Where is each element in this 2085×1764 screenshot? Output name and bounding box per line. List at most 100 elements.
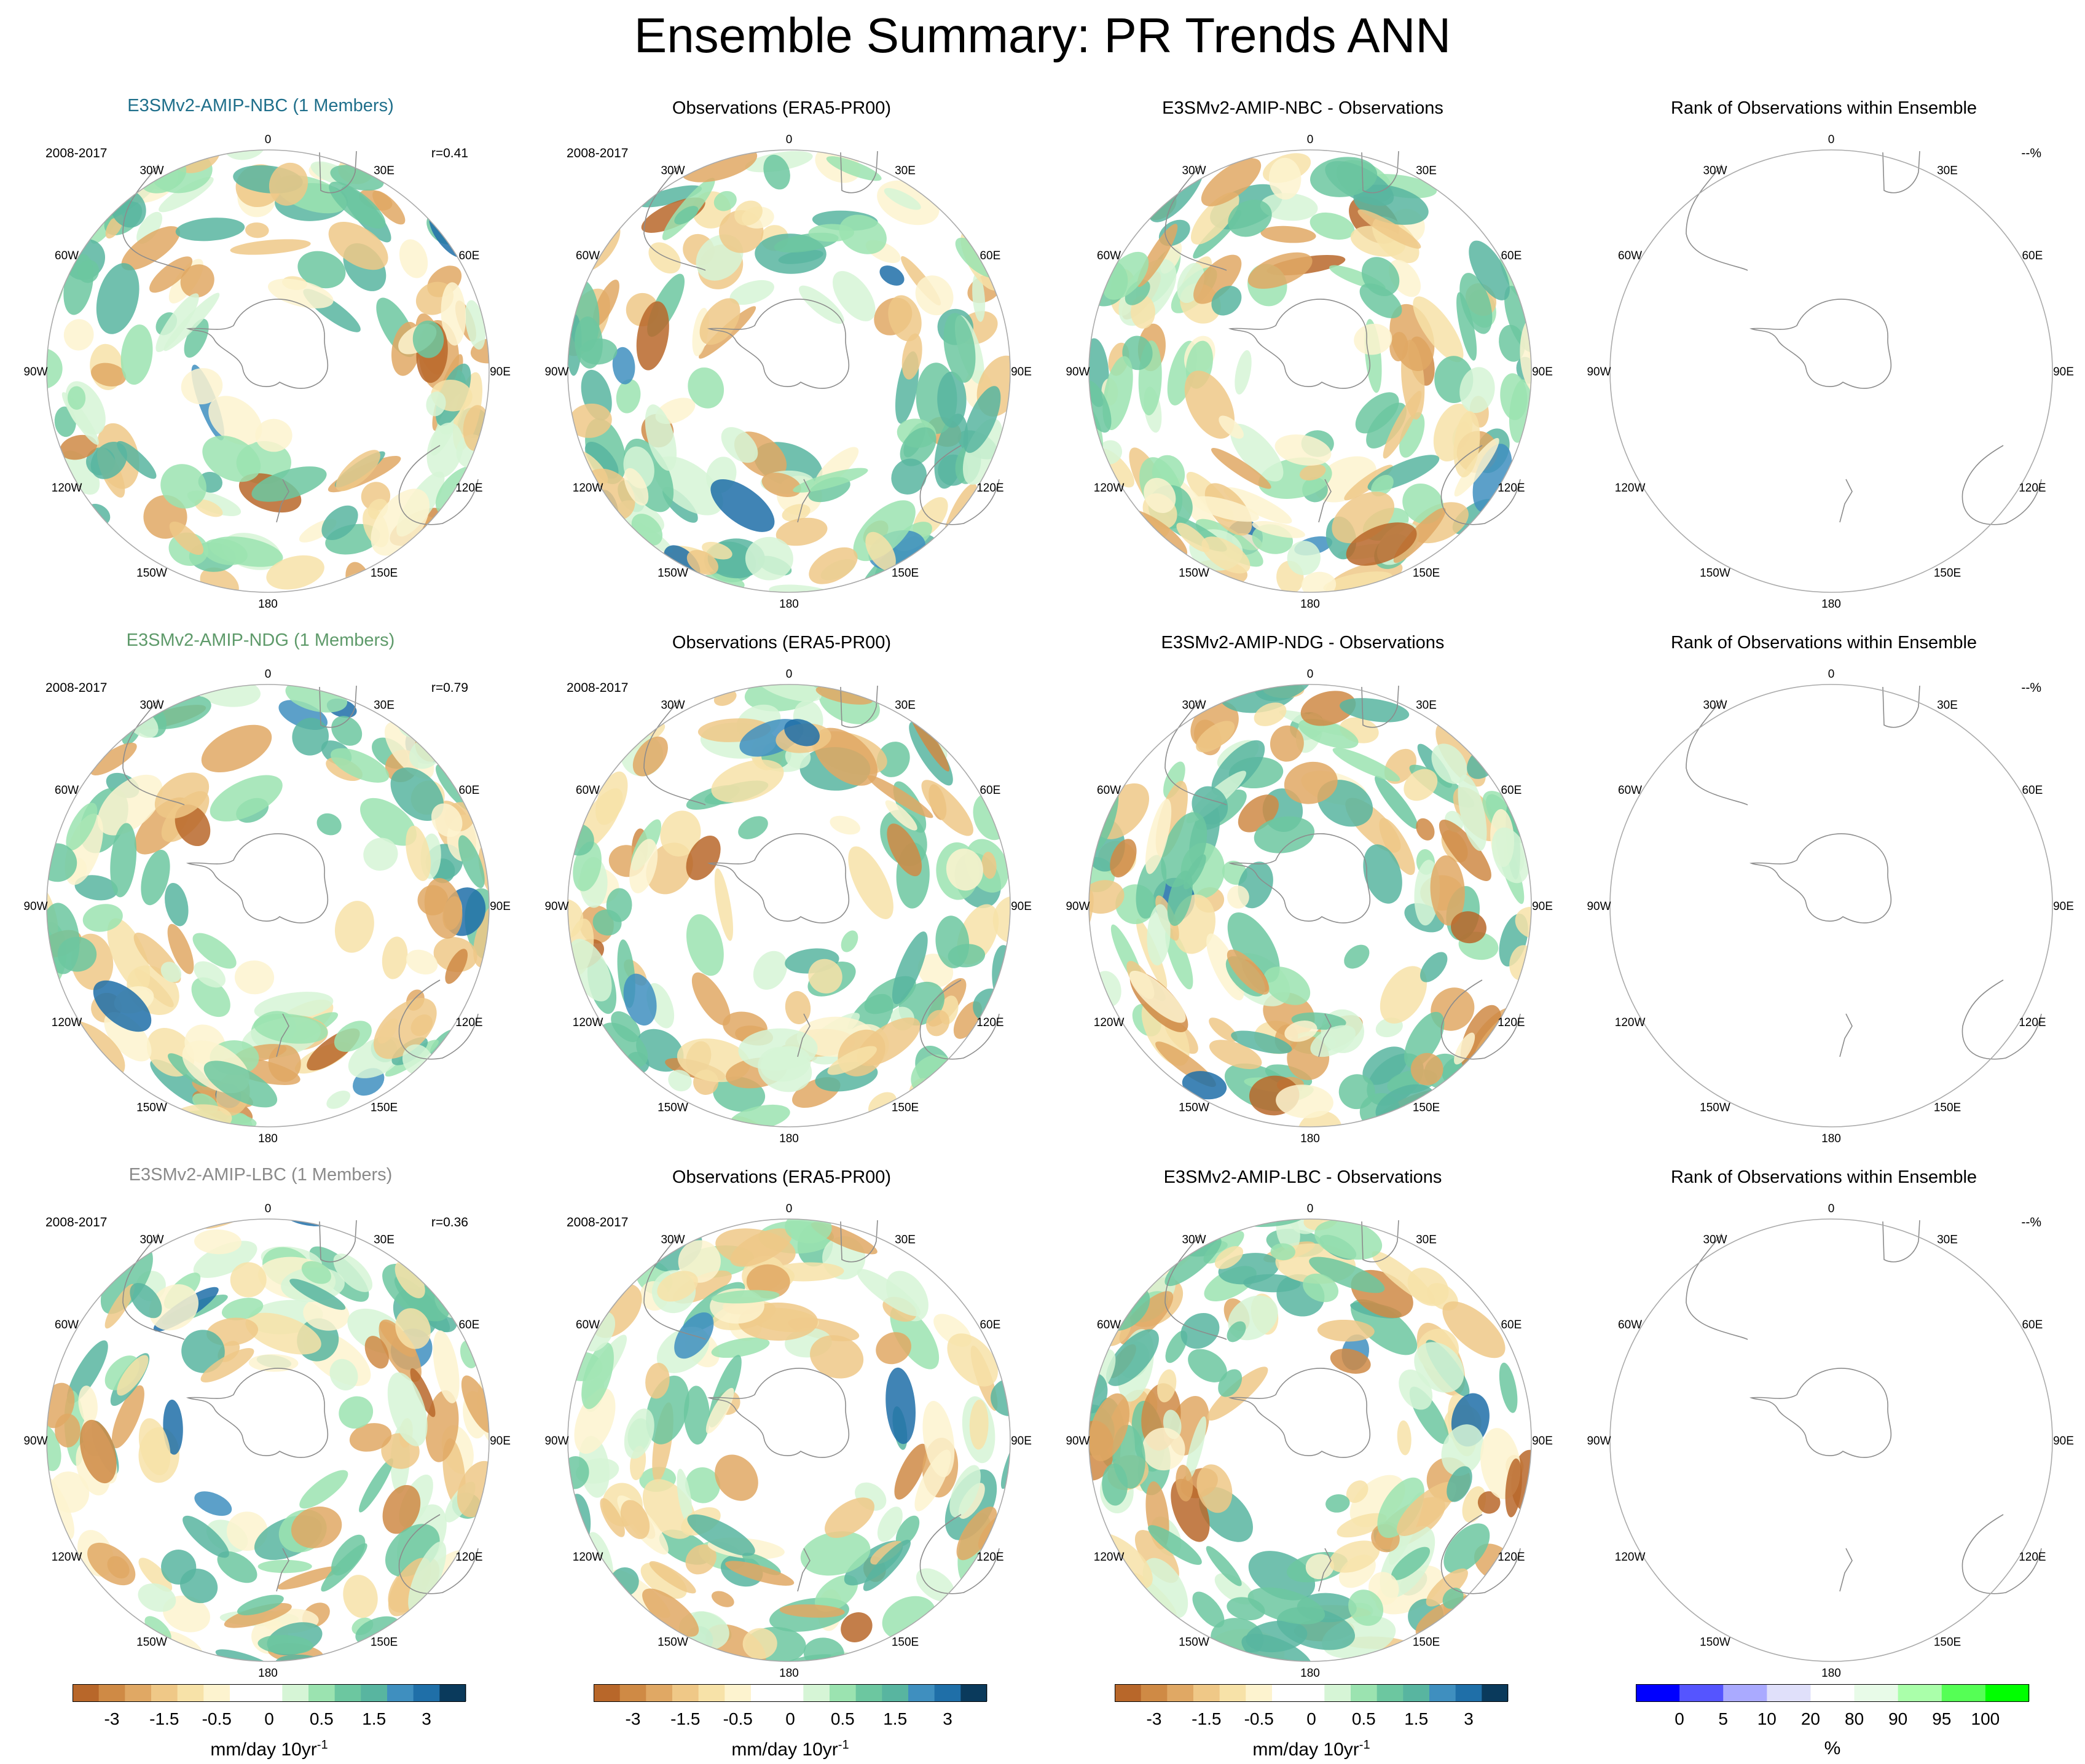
lon-label-120e: 120E (1498, 1016, 1525, 1029)
lon-label-60e: 60E (980, 249, 1000, 262)
trend-cell (230, 1262, 267, 1298)
colorbar-swatch (1272, 1684, 1299, 1701)
trend-cell (1176, 1464, 1193, 1502)
colorbar-tick-label: 0 (264, 1709, 274, 1728)
trend-cell (149, 256, 193, 293)
trend-cell (1102, 1463, 1128, 1506)
trend-cell (972, 273, 986, 322)
trend-cell (992, 896, 1010, 944)
lon-label-90w: 90W (1066, 366, 1090, 378)
trend-cell (948, 944, 986, 968)
lon-label-180: 180 (779, 1132, 799, 1145)
trend-cell (915, 275, 954, 316)
trend-cell (725, 1561, 795, 1586)
lon-label-60e: 60E (1501, 1319, 1522, 1331)
colorbar-tick-label: 3 (422, 1709, 431, 1728)
trend-cell (576, 222, 621, 272)
trend-cell (339, 1396, 374, 1429)
trend-cell (277, 1566, 341, 1590)
lon-label-180: 180 (1821, 598, 1841, 611)
trend-cell (1359, 283, 1402, 319)
trend-cell (387, 1372, 428, 1446)
antarctica-outline (186, 1368, 329, 1458)
trend-cell (793, 468, 868, 493)
lon-label-90e: 90E (1011, 1435, 1032, 1448)
panel-obs-row3: Observations (ERA5-PR00) 2008-2017 0 30E 60E… (521, 1167, 1042, 1702)
trend-cell (301, 1261, 331, 1284)
trend-cell (120, 324, 153, 385)
trend-cell (192, 933, 237, 969)
trend-cell (382, 936, 408, 979)
trend-cell (699, 298, 740, 345)
trend-cell (779, 1604, 845, 1618)
trend-cell (431, 803, 463, 837)
lon-label-120w: 120W (573, 1016, 603, 1029)
trend-cell (107, 1556, 130, 1579)
trend-cell (289, 1279, 346, 1310)
trend-cell (1491, 827, 1529, 884)
trend-cell (1268, 157, 1302, 200)
panel-title: Rank of Observations within Ensemble (1670, 1167, 1977, 1187)
trend-cell (1332, 747, 1400, 782)
new-zealand-outline (276, 1548, 289, 1592)
colorbar-tick-label: 1.5 (883, 1709, 907, 1728)
trend-cell (686, 836, 721, 880)
trend-cell (887, 823, 922, 877)
colorbar-swatch (1351, 1684, 1378, 1701)
trend-cell (1144, 477, 1176, 514)
trend-cell (1192, 496, 1259, 522)
lon-label-90e: 90E (2053, 1435, 2074, 1448)
lon-label-30w: 30W (661, 165, 685, 178)
colorbar-swatch (908, 1684, 935, 1701)
trend-cell (841, 1612, 873, 1642)
lon-label-150w: 150W (658, 566, 688, 579)
trend-cell (1451, 911, 1486, 944)
trend-cell (445, 949, 468, 984)
panel-model-row3: E3SMv2-AMIP-LBC (1 Members) 2008-2017 r=0.… (0, 1165, 521, 1702)
africa-outline (1361, 151, 1399, 194)
lon-label-120w: 120W (573, 482, 603, 495)
trend-field (47, 150, 489, 592)
lon-label-30e: 30E (1416, 1234, 1437, 1247)
africa-outline (319, 151, 357, 194)
trend-cell (328, 222, 388, 270)
lon-label-30e: 30E (374, 1234, 395, 1247)
lon-label-60e: 60E (2022, 784, 2043, 797)
trend-cell (734, 200, 763, 226)
trend-cell (1260, 225, 1316, 243)
colorbar-swatch (282, 1684, 309, 1701)
trend-cell (291, 1507, 342, 1548)
trend-cell (47, 348, 63, 390)
colorbar-tick-label: 0.5 (310, 1709, 334, 1728)
trend-cell (711, 1337, 770, 1358)
colorbar-swatch (439, 1684, 466, 1701)
trend-cell (201, 724, 272, 773)
colorbar-svg: -3 -1.5 -0.5 0 0.5 1.5 3 (1115, 1684, 1509, 1728)
trend-cell (1301, 571, 1337, 592)
panel-title: E3SMv2-AMIP-NBC - Observations (1162, 98, 1443, 118)
south-america-outline (122, 164, 185, 271)
colorbar-tick-label: 100 (1971, 1709, 2000, 1728)
lon-label-150w: 150W (658, 1101, 688, 1114)
trend-cell (892, 931, 928, 1005)
trend-field (1089, 153, 1531, 592)
lon-label-90e: 90E (1011, 366, 1032, 378)
map-border (1088, 149, 1532, 593)
trend-cell (1147, 1525, 1202, 1565)
trend-cell (810, 1335, 864, 1379)
lon-label-60w: 60W (55, 1319, 79, 1331)
polar-map: 0 30E 60E 90E 120E 150E 180 150W 120W 90W 60W 30W (1066, 133, 1552, 611)
new-zealand-outline (1318, 1013, 1332, 1057)
trend-cell (785, 990, 811, 1025)
panel-title: E3SMv2-AMIP-LBC - Observations (1163, 1167, 1442, 1187)
trend-cell (1196, 1464, 1233, 1513)
australia-outline (1440, 445, 1521, 525)
polar-map: 0 30E 60E 90E 120E 150E 180 150W 120W 90W 60W 30W (544, 668, 1031, 1145)
trend-cell (1430, 855, 1465, 926)
trend-cell (857, 1269, 921, 1317)
trend-cell (194, 1229, 241, 1255)
trend-cell (1410, 1053, 1443, 1086)
lon-label-150w: 150W (1179, 566, 1209, 579)
correlation-label: r=0.41 (431, 146, 468, 160)
antarctica-outline (1749, 1368, 1892, 1458)
